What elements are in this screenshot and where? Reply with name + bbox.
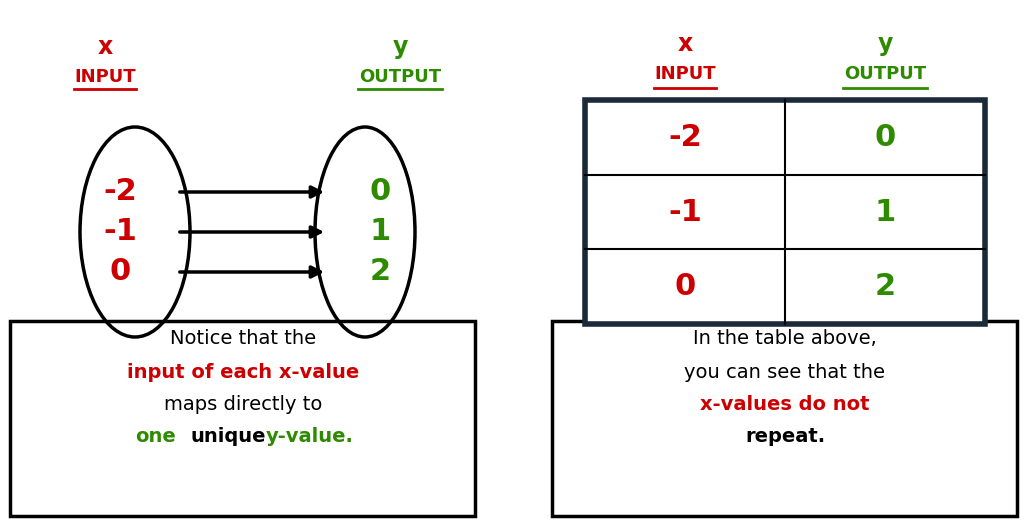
Text: 0: 0	[110, 257, 131, 287]
Text: -1: -1	[668, 197, 701, 227]
FancyBboxPatch shape	[585, 100, 985, 324]
Text: 0: 0	[370, 177, 390, 207]
Text: Notice that the: Notice that the	[170, 329, 316, 349]
FancyBboxPatch shape	[552, 321, 1017, 516]
Text: In the table above,: In the table above,	[693, 329, 877, 349]
Text: -2: -2	[103, 177, 137, 207]
Text: one: one	[134, 426, 175, 445]
Text: INPUT: INPUT	[654, 65, 716, 83]
Text: unique: unique	[190, 426, 266, 445]
Text: OUTPUT: OUTPUT	[844, 65, 926, 83]
Text: -1: -1	[103, 218, 137, 246]
Text: OUTPUT: OUTPUT	[359, 68, 441, 86]
Text: 1: 1	[874, 197, 896, 227]
Text: 0: 0	[675, 272, 695, 301]
Text: x: x	[97, 35, 113, 59]
Text: you can see that the: you can see that the	[684, 362, 886, 382]
Text: input of each x-value: input of each x-value	[127, 362, 359, 382]
Text: -2: -2	[668, 123, 701, 152]
Text: 1: 1	[370, 218, 390, 246]
Text: y-value.: y-value.	[266, 426, 354, 445]
Text: y: y	[878, 32, 893, 56]
Text: INPUT: INPUT	[74, 68, 136, 86]
Text: 2: 2	[874, 272, 896, 301]
Text: 0: 0	[874, 123, 896, 152]
Text: y: y	[392, 35, 408, 59]
Text: 2: 2	[370, 257, 390, 287]
FancyBboxPatch shape	[10, 321, 475, 516]
Text: x: x	[677, 32, 692, 56]
Text: maps directly to: maps directly to	[164, 395, 323, 413]
Text: x-values do not: x-values do not	[700, 395, 869, 413]
Text: repeat.: repeat.	[744, 426, 825, 445]
